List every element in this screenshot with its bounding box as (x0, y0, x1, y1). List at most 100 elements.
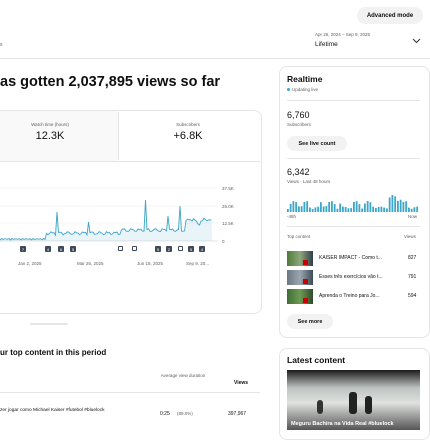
figure (349, 392, 357, 414)
realtime-bar (298, 206, 300, 212)
realtime-bar (333, 204, 336, 212)
thumbnail[interactable] (287, 270, 313, 285)
realtime-bar (358, 204, 361, 212)
marker[interactable]: 7 (20, 246, 26, 252)
realtime-bar (380, 206, 383, 212)
figure (365, 396, 372, 414)
thumbnail[interactable] (287, 289, 313, 304)
views-chart (0, 187, 218, 242)
y-tick-label: 25.0K (222, 204, 234, 209)
realtime-bar (287, 209, 289, 212)
divider (0, 392, 260, 393)
marker[interactable]: 4 (45, 246, 51, 252)
views-area (0, 200, 212, 241)
x-tick-label: Sep 9, 20... (186, 261, 210, 266)
realtime-bar (311, 208, 314, 212)
x-tick-label: Jan 2, 2025 (18, 261, 42, 266)
realtime-bar (353, 201, 355, 212)
marker[interactable]: 5 (155, 246, 161, 252)
realtime-bar (408, 207, 410, 212)
marker-icon[interactable] (178, 246, 183, 251)
realtime-bar (413, 207, 416, 212)
y-tick-label: 12.5K (222, 221, 234, 226)
marker-icon[interactable] (118, 246, 123, 251)
item-views: 791 (408, 274, 417, 280)
item-views: 827 (408, 255, 417, 261)
views-count: 6,342 (287, 167, 310, 177)
realtime-bar (402, 201, 405, 212)
marker[interactable]: 6 (58, 246, 64, 252)
realtime-bar (328, 201, 331, 212)
see-more-button[interactable]: See more (287, 314, 333, 329)
duration: 0:25 (160, 411, 170, 417)
advanced-mode-button[interactable]: Advanced mode (357, 7, 423, 24)
realtime-bar (303, 202, 306, 212)
divider (287, 226, 420, 227)
studio-dashboard: Advanced mode s Apr 26, 2024 – Sep 9, 20… (0, 7, 430, 440)
marker[interactable]: 2 (166, 246, 172, 252)
realtime-bar (344, 206, 347, 212)
metric-value: 12.3K (35, 130, 65, 142)
figure (317, 400, 323, 414)
realtime-bar (289, 203, 292, 212)
realtime-bar (300, 206, 303, 212)
realtime-bar (347, 208, 350, 212)
thumb-badge (303, 279, 308, 284)
item-views: 594 (408, 293, 417, 299)
marker[interactable]: 5 (188, 246, 194, 252)
item-title[interactable]: KAISER IMPACT - Como t... (319, 255, 382, 261)
realtime-bar (405, 201, 408, 212)
realtime-bar (342, 206, 344, 212)
date-range: Apr 26, 2024 – Sep 9, 2025 (315, 32, 371, 37)
headline: as gotten 2,037,895 views so far (0, 74, 221, 90)
top-content-label: Top content (287, 234, 311, 239)
video-title[interactable]: zer jogar como Michael Kaiser #futebol #… (0, 408, 105, 413)
realtime-bar (369, 202, 372, 212)
live-dot (287, 88, 290, 91)
realtime-bar (366, 201, 369, 212)
realtime-bar (394, 196, 397, 212)
realtime-bar (361, 208, 364, 212)
thumbnail[interactable] (287, 251, 313, 266)
metric-tab-selected[interactable] (0, 111, 118, 161)
metric-divider (118, 112, 119, 160)
marker[interactable]: 4 (199, 246, 205, 252)
metric-bottom (0, 161, 260, 162)
realtime-bar (306, 201, 309, 212)
realtime-bar (355, 201, 358, 212)
marker[interactable]: 5 (70, 246, 76, 252)
x-tick-label: Jun 18, 2025 (137, 261, 164, 266)
live-count-button[interactable]: See live count (287, 136, 347, 151)
y-tick-label: 37.5K (222, 186, 234, 191)
metric-label: Watch time (hours) (31, 122, 69, 127)
realtime-bars (287, 195, 419, 212)
views-label: Views · Last 48 hours (287, 179, 331, 184)
latest-title: Latest content (287, 355, 346, 365)
axis-start: -48h (287, 214, 297, 219)
latest-thumbnail[interactable]: Meguru Bachira na Vida Real #bluelock (287, 370, 420, 430)
realtime-bar (372, 206, 375, 212)
views: 397,967 (228, 411, 247, 417)
metric-label: Subscribers (176, 122, 200, 127)
item-title[interactable]: Esses três exercícios vão t... (319, 274, 383, 280)
chevron[interactable] (412, 37, 421, 45)
realtime-bar (391, 195, 394, 212)
axis-end: Now (408, 214, 418, 219)
video-caption: Meguru Bachira na Vida Real #bluelock (291, 421, 394, 427)
item-title[interactable]: Aprenda o Treino para Jo... (319, 293, 380, 299)
realtime-bar (377, 206, 380, 212)
realtime-bar (386, 208, 388, 212)
period[interactable]: Lifetime (315, 41, 338, 48)
realtime-bar (339, 203, 342, 212)
realtime-bar (350, 208, 353, 212)
scroll-indicator (30, 323, 68, 325)
duration-percent: (89.0%) (177, 411, 193, 416)
realtime-bar (331, 201, 333, 212)
x-tick-label: Mar 26, 2025 (77, 261, 104, 266)
realtime-bar (399, 199, 402, 212)
subscriber-label: Subscribers (287, 122, 311, 127)
realtime-bar (375, 208, 377, 212)
realtime-bar (364, 203, 366, 212)
marker-icon[interactable] (132, 246, 137, 251)
realtime-bar (383, 207, 386, 212)
